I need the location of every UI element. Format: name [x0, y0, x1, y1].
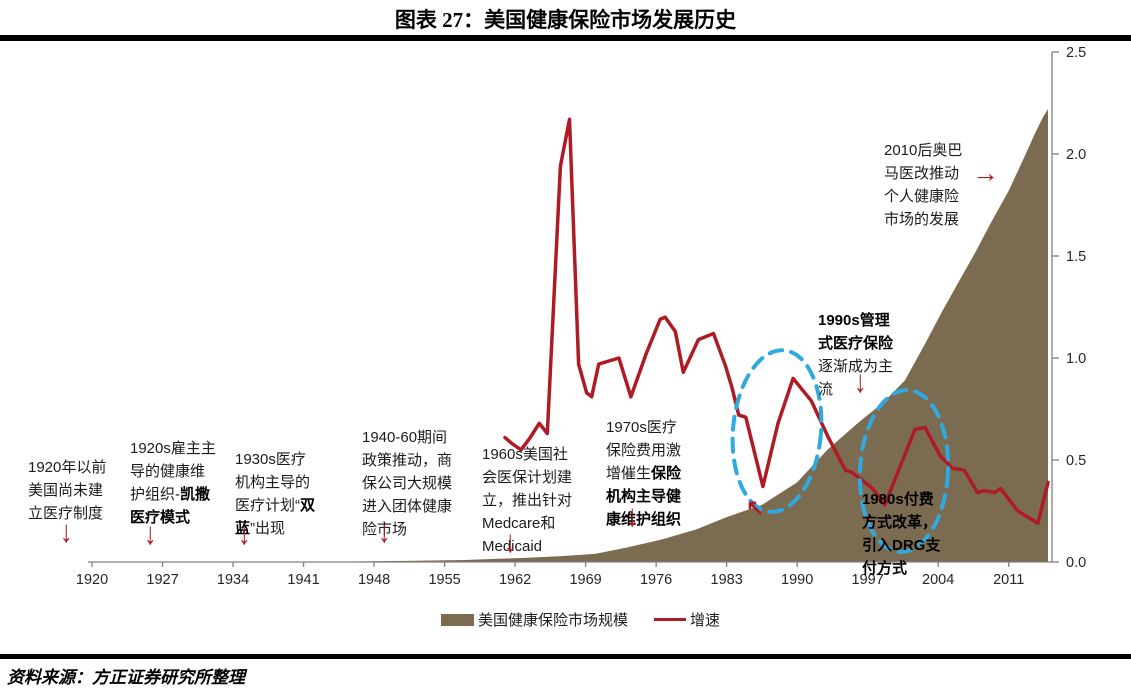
highlight-ellipse-1: [730, 348, 824, 514]
arrow-down-icon: ↓: [626, 498, 639, 534]
source-note: 资料来源：方正证券研究所整理: [7, 668, 245, 687]
arrow-down-icon: ↓: [378, 514, 391, 550]
arrow-down-icon: ↓: [144, 516, 157, 552]
footer-divider: [0, 654, 1131, 659]
annotation-1940-60: 1940-60期间政策推动，商保公司大规模进入团体健康险市场: [362, 429, 453, 538]
annotation-1930s: 1930s医疗机构主导的医疗计划“双蓝”出现: [235, 451, 316, 537]
arrow-down-icon: ↓: [60, 514, 73, 550]
arrow-down-icon: ↓: [238, 516, 251, 552]
annotation-1980s: 1980s付费方式改革，引入DRG支付方式: [862, 491, 941, 577]
area-series-market-size: [88, 109, 1048, 562]
arrow-right-icon: →: [972, 158, 999, 188]
legend-area-swatch: [441, 613, 474, 626]
x-tick-label: 2011: [993, 572, 1024, 588]
y-tick-label: 1.5: [1066, 249, 1086, 265]
x-tick-label: 1962: [499, 572, 531, 588]
x-tick-label: 1997: [852, 572, 884, 588]
arrow-upleft-icon: ↖: [746, 495, 765, 520]
annotation-2010: 2010后奥巴马医改推动个人健康险市场的发展: [884, 142, 963, 228]
y-tick-label: 0.5: [1066, 453, 1086, 469]
x-tick-label: 1920: [76, 572, 108, 588]
x-tick-label: 1948: [358, 572, 390, 588]
arrow-down-icon: ↓: [504, 524, 517, 560]
x-tick-label: 1983: [711, 572, 743, 588]
x-tick-label: 1969: [569, 572, 601, 588]
legend-line-swatch: [654, 618, 687, 621]
y-tick-label: 2.0: [1066, 147, 1086, 163]
x-tick-label: 1941: [287, 572, 319, 588]
arrow-down-icon: ↓: [854, 364, 867, 400]
legend-area-label: 美国健康保险市场规模: [478, 612, 629, 629]
y-tick-label: 1.0: [1066, 351, 1086, 367]
annotation-1920s: 1920s雇主主导的健康维护组织-凯撒医疗模式: [130, 440, 216, 526]
legend-line-label: 增速: [690, 612, 721, 629]
line-series-growth: [503, 117, 1050, 525]
highlight-ellipse-2: [857, 388, 951, 554]
x-tick-label: 1934: [217, 572, 249, 588]
x-tick-label: 1976: [640, 572, 672, 588]
annotation-1970s: 1970s医疗保险费用激增催生保险机构主导健康维护组织: [606, 419, 682, 528]
x-tick-label: 1990: [781, 572, 813, 588]
y-tick-label: 2.5: [1066, 45, 1086, 61]
y-tick-label: 0.0: [1066, 555, 1086, 571]
x-tick-label: 1927: [146, 572, 178, 588]
chart-legend: 美国健康保险市场规模 增速: [441, 609, 720, 630]
annotation-1960s: 1960s美国社会医保计划建立，推出针对Medcare和Medicaid: [482, 446, 573, 555]
annotation-pre-1920: 1920年以前美国尚未建立医疗制度: [28, 459, 107, 522]
figure-title: 图表 27：美国健康保险市场发展历史: [394, 8, 737, 32]
annotation-1990s: 1990s管理式医疗保险逐渐成为主流: [818, 312, 894, 398]
x-tick-label: 1955: [428, 572, 460, 588]
title-divider: [0, 35, 1131, 41]
x-tick-label: 2004: [922, 572, 954, 588]
